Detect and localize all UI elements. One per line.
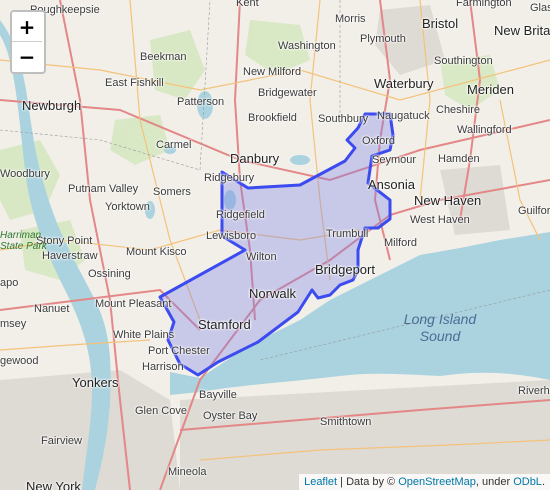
place-label: Danbury — [230, 151, 280, 166]
park-label-line: State Park — [0, 241, 47, 252]
water-label-line: Sound — [419, 328, 461, 344]
place-label: Hamden — [438, 153, 480, 165]
zoom-control: + − — [10, 10, 46, 74]
place-label: Bayville — [199, 389, 237, 401]
place-label: Mount Kisco — [126, 246, 187, 258]
place-label: Milford — [384, 237, 418, 249]
place-label: Riverh — [518, 385, 550, 397]
attribution: Leaflet | Data by © OpenStreetMap, under… — [299, 474, 550, 490]
place-label: Nanuet — [34, 303, 70, 315]
odbl-link[interactable]: ODbL — [513, 476, 542, 488]
minor-roads — [0, 0, 550, 461]
place-label: Patterson — [177, 96, 225, 108]
place-label: Mineola — [168, 466, 207, 478]
place-label: Southington — [434, 55, 493, 67]
place-label: West Haven — [410, 214, 470, 226]
place-label: New York — [26, 479, 81, 490]
hudson-river — [0, 20, 111, 490]
place-label: Bridgeport — [315, 262, 375, 277]
attribution-text: | Data by © — [337, 476, 399, 488]
place-label: New Milford — [243, 66, 302, 78]
place-label: Glast — [530, 2, 550, 14]
zoom-out-button[interactable]: − — [12, 42, 42, 72]
place-label: Poughkeepsie — [30, 4, 100, 16]
place-label: Carmel — [156, 139, 192, 151]
place-label: Yonkers — [72, 375, 119, 390]
place-label: Guilfor — [518, 205, 550, 217]
place-label: East Fishkill — [105, 77, 164, 89]
place-label: apo — [0, 277, 19, 289]
place-label: Brookfield — [248, 112, 297, 124]
attribution-text: . — [541, 476, 545, 488]
place-label: Somers — [153, 186, 191, 198]
place-label: Haverstraw — [42, 250, 98, 262]
place-label: Oxford — [362, 135, 396, 147]
place-label: Kent — [236, 0, 259, 9]
place-label: Wilton — [246, 251, 277, 263]
place-label: Lewisboro — [206, 230, 257, 242]
boundaries — [0, 0, 550, 361]
place-label: Oyster Bay — [203, 410, 258, 422]
place-label: Southbury — [318, 113, 369, 125]
place-label: Mount Pleasant — [95, 298, 172, 310]
place-label: Port Chester — [148, 345, 210, 357]
place-label: Bristol — [422, 16, 459, 31]
place-label: Waterbury — [374, 76, 434, 91]
place-label: gewood — [0, 355, 39, 367]
place-label: Ansonia — [368, 177, 415, 192]
place-label: Bridgewater — [258, 87, 317, 99]
place-label: Cheshire — [436, 104, 481, 116]
place-label: Meriden — [467, 82, 514, 97]
place-label: Morris — [335, 13, 366, 25]
water-label: Long Island Sound — [392, 311, 488, 345]
place-label: Fairview — [41, 435, 82, 447]
place-label: Woodbury — [0, 168, 50, 180]
place-label: White Plains — [113, 329, 175, 341]
place-label: Ridgebury — [204, 172, 255, 184]
place-label: Norwalk — [249, 286, 296, 301]
place-label: Trumbull — [326, 228, 369, 240]
place-label: Washington — [278, 40, 336, 52]
place-label: Newburgh — [22, 98, 82, 113]
place-label: Wallingford — [457, 124, 512, 136]
osm-link[interactable]: OpenStreetMap — [398, 476, 476, 488]
place-label: Stony Point — [36, 235, 93, 247]
highlighted-region[interactable] — [158, 112, 395, 377]
place-label: New Haven — [414, 193, 482, 208]
zoom-in-button[interactable]: + — [12, 12, 42, 42]
place-label: Glen Cove — [135, 405, 187, 417]
place-label: Ossining — [88, 268, 131, 280]
water-label-line: Long Island — [403, 311, 477, 327]
park-label-line: Harriman — [0, 230, 42, 241]
place-label: Smithtown — [320, 416, 372, 428]
place-label: Beekman — [140, 51, 187, 63]
place-label: Plymouth — [360, 33, 406, 45]
leaflet-link[interactable]: Leaflet — [304, 476, 338, 488]
place-label: Seymour — [372, 154, 417, 166]
attribution-text: , under — [475, 476, 514, 488]
place-label: New Britain — [494, 23, 550, 38]
park-label: Harriman State Park — [0, 230, 47, 252]
place-label: Stamford — [198, 317, 251, 332]
place-label: Putnam Valley — [68, 183, 139, 195]
place-label: Ridgefield — [216, 209, 265, 221]
place-label: Farmington — [456, 0, 512, 9]
long-island-sound — [170, 232, 550, 395]
place-label: Harrison — [142, 361, 184, 373]
place-label: Yorktown — [105, 201, 150, 213]
place-label: Naugatuck — [377, 110, 430, 122]
place-label: msey — [0, 318, 27, 330]
